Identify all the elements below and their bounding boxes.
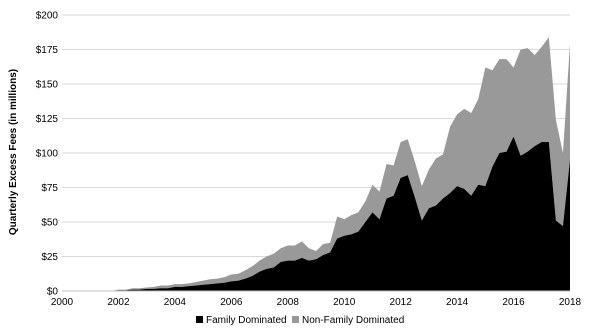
- x-tick-label: 2004: [164, 297, 187, 308]
- x-tick-label: 2008: [277, 297, 300, 308]
- x-tick-label: 2014: [446, 297, 469, 308]
- x-tick-label: 2000: [51, 297, 74, 308]
- y-tick-label: $50: [41, 218, 58, 229]
- legend: Family Dominated Non-Family Dominated: [196, 315, 404, 326]
- x-tick-label: 2018: [559, 297, 582, 308]
- x-tick-label: 2012: [390, 297, 413, 308]
- x-tick-label: 2006: [220, 297, 243, 308]
- x-tick-label: 2002: [107, 297, 130, 308]
- y-tick-label: $75: [41, 183, 58, 194]
- y-tick-label: $175: [36, 45, 59, 56]
- x-tick-label: 2010: [333, 297, 356, 308]
- y-tick-label: $25: [41, 252, 58, 263]
- y-tick-label: $0: [47, 287, 59, 298]
- y-axis-tick-labels: $0 $25 $50 $75 $100 $125 $150 $175 $200: [36, 11, 59, 298]
- y-axis-label: Quarterly Excess Fees (in millions): [8, 69, 19, 235]
- x-tick-label: 2016: [502, 297, 525, 308]
- legend-swatch-family-dominated: [196, 316, 203, 323]
- area-series-non-family-dominated: [62, 37, 570, 291]
- legend-label-family-dominated: Family Dominated: [206, 315, 287, 326]
- area-series-family-dominated: [62, 136, 570, 291]
- legend-label-non-family-dominated: Non-Family Dominated: [302, 315, 404, 326]
- y-tick-label: $200: [36, 11, 59, 22]
- y-tick-label: $100: [36, 149, 59, 160]
- gridlines: [62, 14, 570, 257]
- legend-swatch-non-family-dominated: [292, 316, 299, 323]
- x-axis-tick-labels: 2000 2002 2004 2006 2008 2010 2012 2014 2016 2018: [51, 297, 582, 308]
- area-series-group: [62, 37, 570, 291]
- y-tick-label: $150: [36, 80, 59, 91]
- y-tick-label: $125: [36, 114, 59, 125]
